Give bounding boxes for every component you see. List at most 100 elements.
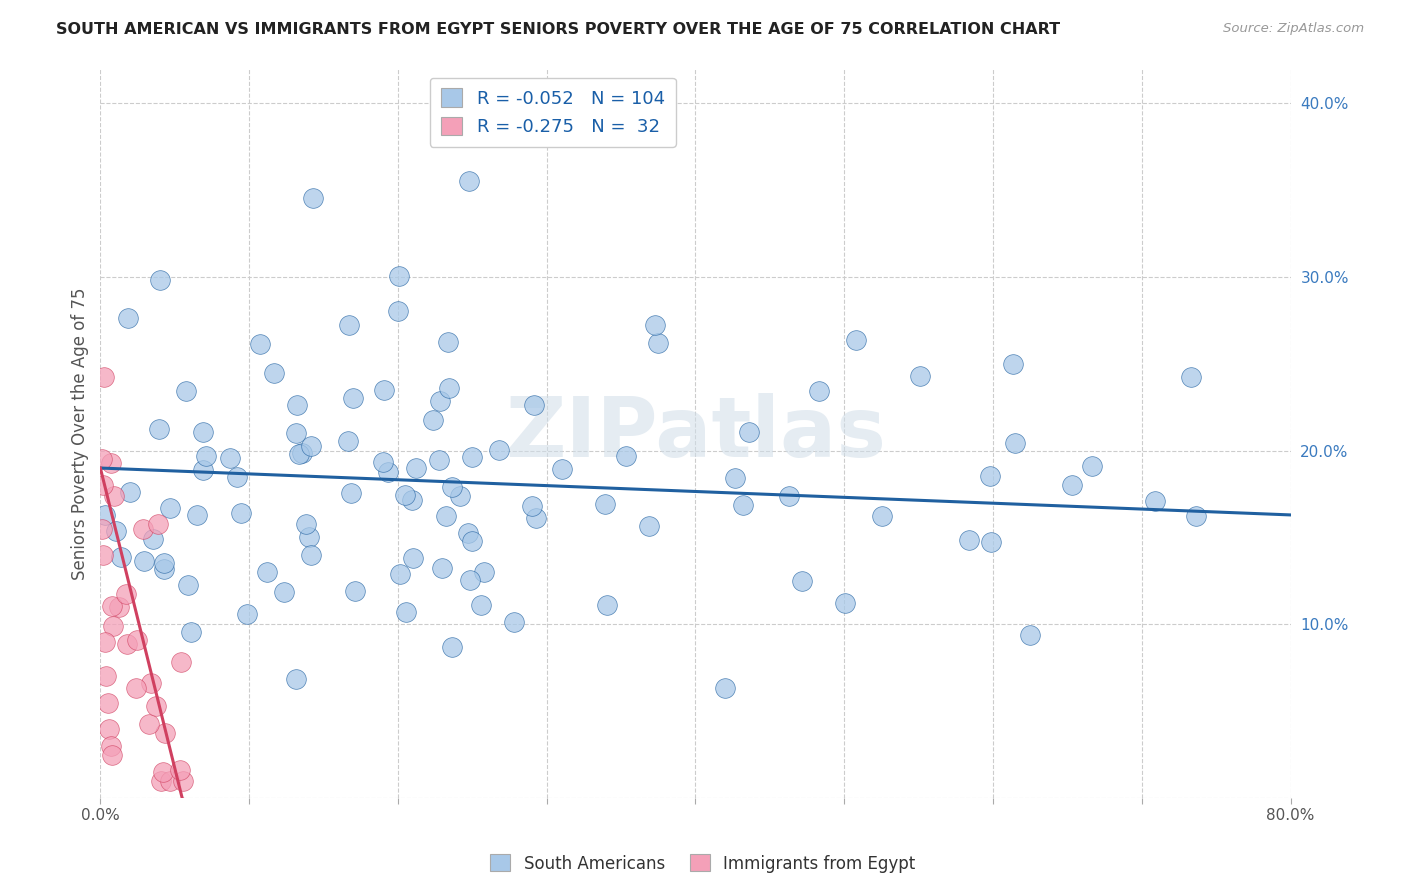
- Point: [503, 615, 526, 630]
- Point: [1060, 478, 1083, 492]
- Point: [91, 478, 114, 492]
- Point: [402, 551, 425, 566]
- Point: [457, 526, 479, 541]
- Point: [440, 480, 463, 494]
- Point: [172, 773, 194, 788]
- Point: [256, 565, 278, 579]
- Point: [273, 585, 295, 599]
- Legend: South Americans, Immigrants from Egypt: South Americans, Immigrants from Egypt: [484, 847, 922, 880]
- Point: [98, 722, 121, 736]
- Point: [461, 450, 484, 464]
- Point: [117, 311, 139, 326]
- Point: [551, 461, 574, 475]
- Text: SOUTH AMERICAN VS IMMIGRANTS FROM EGYPT SENIORS POVERTY OVER THE AGE OF 75 CORRE: SOUTH AMERICAN VS IMMIGRANTS FROM EGYPT …: [56, 22, 1060, 37]
- Point: [229, 506, 252, 520]
- Point: [387, 303, 409, 318]
- Point: [153, 562, 176, 576]
- Point: [388, 269, 411, 284]
- Point: [115, 587, 138, 601]
- Point: [470, 598, 492, 612]
- Point: [180, 624, 202, 639]
- Point: [724, 471, 747, 485]
- Point: [101, 599, 124, 613]
- Point: [337, 434, 360, 448]
- Point: [90, 452, 112, 467]
- Point: [226, 470, 249, 484]
- Point: [299, 439, 322, 453]
- Point: [174, 384, 197, 399]
- Point: [908, 368, 931, 383]
- Point: [440, 640, 463, 654]
- Point: [138, 717, 160, 731]
- Point: [1080, 459, 1102, 474]
- Point: [101, 747, 124, 762]
- Point: [146, 517, 169, 532]
- Point: [342, 391, 364, 405]
- Point: [713, 681, 735, 696]
- Point: [807, 384, 830, 398]
- Point: [127, 633, 149, 648]
- Point: [1001, 357, 1024, 371]
- Point: [595, 497, 617, 511]
- Point: [97, 696, 120, 710]
- Point: [285, 426, 308, 441]
- Point: [145, 698, 167, 713]
- Point: [100, 456, 122, 470]
- Point: [149, 272, 172, 286]
- Point: [169, 763, 191, 777]
- Point: [377, 466, 399, 480]
- Point: [96, 669, 118, 683]
- Point: [488, 442, 510, 457]
- Point: [434, 508, 457, 523]
- Point: [110, 550, 132, 565]
- Point: [614, 450, 637, 464]
- Point: [637, 519, 659, 533]
- Point: [1180, 369, 1202, 384]
- Point: [299, 548, 322, 562]
- Point: [523, 398, 546, 412]
- Point: [461, 534, 484, 549]
- Point: [153, 725, 176, 739]
- Point: [94, 634, 117, 648]
- Text: ZIPatlas: ZIPatlas: [505, 392, 886, 474]
- Point: [90, 522, 112, 536]
- Point: [337, 318, 360, 332]
- Point: [132, 523, 155, 537]
- Point: [120, 485, 142, 500]
- Point: [1184, 508, 1206, 523]
- Point: [388, 567, 411, 582]
- Point: [458, 174, 481, 188]
- Point: [778, 489, 800, 503]
- Point: [148, 422, 170, 436]
- Point: [395, 605, 418, 619]
- Point: [100, 739, 122, 753]
- Point: [596, 598, 619, 612]
- Legend: R = -0.052   N = 104, R = -0.275   N =  32: R = -0.052 N = 104, R = -0.275 N = 32: [430, 78, 676, 147]
- Point: [94, 508, 117, 522]
- Point: [169, 655, 191, 669]
- Point: [249, 337, 271, 351]
- Point: [186, 508, 208, 523]
- Point: [285, 398, 308, 412]
- Point: [103, 489, 125, 503]
- Point: [472, 566, 495, 580]
- Point: [159, 773, 181, 788]
- Point: [437, 334, 460, 349]
- Point: [373, 383, 395, 397]
- Text: Source: ZipAtlas.com: Source: ZipAtlas.com: [1223, 22, 1364, 36]
- Point: [979, 468, 1001, 483]
- Point: [1004, 435, 1026, 450]
- Point: [524, 510, 547, 524]
- Point: [343, 584, 366, 599]
- Point: [153, 556, 176, 570]
- Point: [139, 675, 162, 690]
- Point: [458, 574, 481, 588]
- Point: [107, 599, 129, 614]
- Point: [405, 461, 427, 475]
- Point: [647, 336, 669, 351]
- Point: [152, 765, 174, 780]
- Point: [219, 451, 242, 466]
- Point: [870, 508, 893, 523]
- Point: [401, 492, 423, 507]
- Point: [1143, 494, 1166, 508]
